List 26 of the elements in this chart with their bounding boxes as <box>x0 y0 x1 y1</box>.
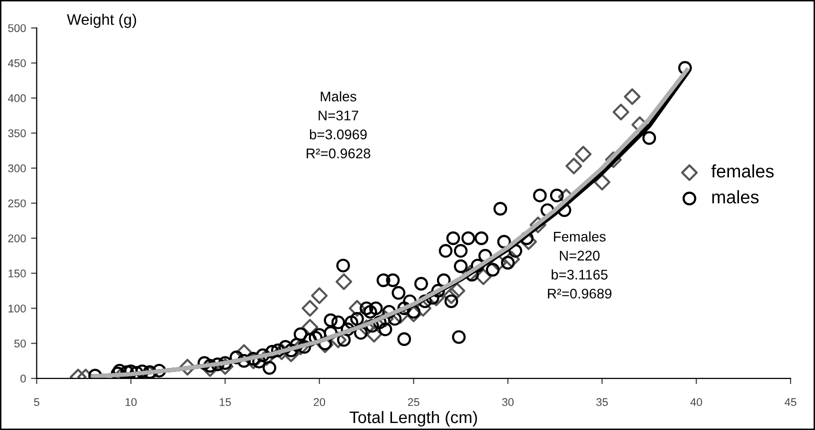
annotation: Females N=220 b=3.1165 R²=0.9689 <box>548 231 612 299</box>
x-tick-label: 35 <box>596 398 608 406</box>
y-tick-label: 0 <box>20 374 26 383</box>
y-tick-label: 250 <box>8 199 26 208</box>
y-tick-label: 400 <box>8 94 26 102</box>
x-tick-label: 5 <box>34 398 40 406</box>
legend-label: females <box>711 164 774 178</box>
y-tick-label: 200 <box>8 234 26 242</box>
y-tick-label: 150 <box>8 270 26 278</box>
y-axis-title: Weight (g) <box>66 14 136 28</box>
x-tick-label: 10 <box>126 398 137 406</box>
y-tick-label: 100 <box>8 304 26 312</box>
x-tick-label: 20 <box>314 398 326 406</box>
y-tick-label: 450 <box>8 59 26 68</box>
x-tick-label: 25 <box>408 398 420 406</box>
annotation: Males N=317 b=3.0969 R²=0.9628 <box>306 91 370 158</box>
legend-label: males <box>712 190 759 204</box>
x-tick-label: 30 <box>502 398 514 406</box>
y-tick-label: 350 <box>8 129 26 138</box>
x-axis-title: Total Length (cm) <box>350 410 477 427</box>
x-tick-label: 40 <box>690 398 702 406</box>
y-tick-label: 300 <box>8 164 26 172</box>
y-tick-label: 50 <box>14 340 26 348</box>
x-tick-label: 45 <box>784 398 796 406</box>
x-tick-label: 15 <box>220 398 231 406</box>
y-tick-label: 500 <box>8 24 26 32</box>
